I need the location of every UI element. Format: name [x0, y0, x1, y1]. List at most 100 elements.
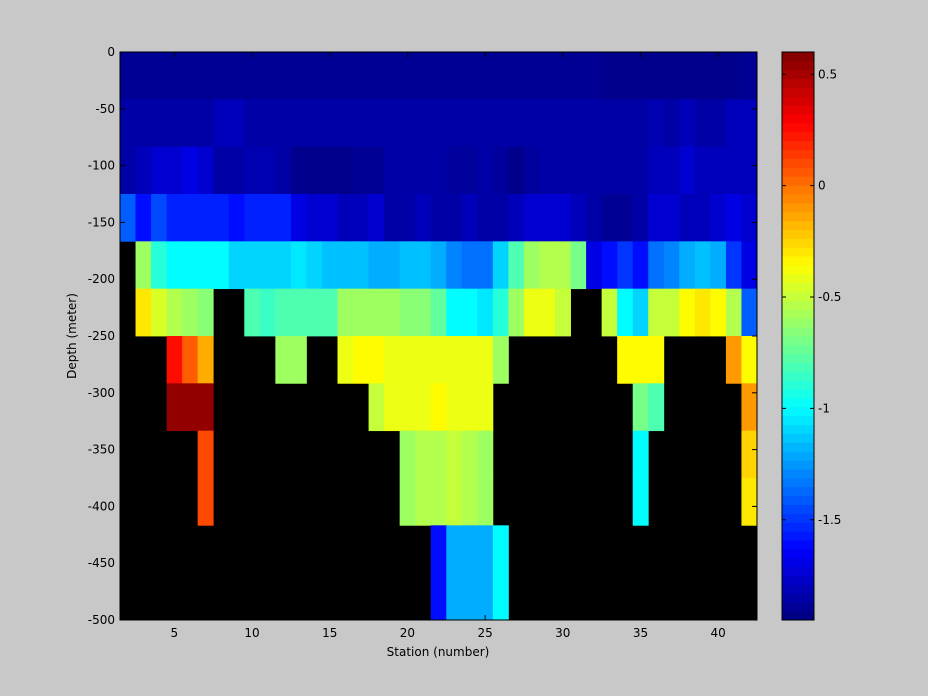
heatmap-cell [399, 241, 416, 290]
heatmap-cell [710, 146, 727, 195]
heatmap-cell [306, 52, 323, 100]
heatmap-cell [710, 194, 727, 242]
heatmap-cell [135, 288, 152, 337]
heatmap-cell [321, 146, 338, 195]
colorbar-band [782, 309, 814, 319]
heatmap-cell [461, 241, 478, 290]
heatmap-cell [601, 146, 618, 195]
heatmap-cell [430, 525, 447, 574]
heatmap-cell [384, 146, 401, 195]
heatmap-cell [663, 146, 680, 195]
colorbar-band [782, 584, 814, 594]
heatmap-cell [228, 52, 245, 100]
heatmap-cell [430, 52, 447, 100]
heatmap-cell [415, 99, 432, 148]
heatmap-cell [321, 288, 338, 337]
heatmap-cell [384, 241, 401, 290]
heatmap-cell [508, 146, 525, 195]
colorbar-band [782, 105, 814, 115]
heatmap-cell [306, 288, 323, 337]
heatmap-cell [446, 430, 463, 479]
heatmap-cell [477, 241, 494, 290]
heatmap-cell [399, 478, 416, 526]
heatmap-cell [492, 288, 509, 337]
heatmap-cell [182, 241, 199, 290]
colorbar-band [782, 318, 814, 328]
heatmap-cell [632, 241, 649, 290]
heatmap-cell [213, 99, 230, 148]
heatmap-cell [632, 430, 649, 479]
heatmap-cell [213, 52, 230, 100]
heatmap-cell [461, 572, 478, 621]
heatmap-cell [555, 146, 571, 195]
heatmap-cell [399, 288, 416, 337]
heatmap-cell [321, 99, 338, 148]
heatmap-cell [586, 146, 603, 195]
heatmap-cell [337, 241, 354, 290]
heatmap-cell [197, 478, 214, 526]
colorbar-tick-label: 0.5 [818, 67, 837, 81]
colorbar-band [782, 247, 814, 257]
heatmap-cell [663, 194, 680, 242]
heatmap-cell [492, 525, 509, 574]
heatmap-cell [741, 430, 758, 479]
heatmap-cell [508, 241, 525, 290]
x-tick-label: 10 [244, 626, 259, 640]
x-axis-label: Station (number) [387, 645, 490, 659]
colorbar-band [782, 185, 814, 195]
heatmap-cell [555, 52, 571, 100]
colorbar-band [782, 291, 814, 301]
heatmap-cell [679, 288, 696, 337]
heatmap-cell [197, 52, 214, 100]
heatmap-cell [197, 336, 214, 384]
colorbar-band [782, 69, 814, 80]
colorbar-band [782, 256, 814, 266]
colorbar-band [782, 398, 814, 408]
heatmap-cell [461, 336, 478, 384]
heatmap-cell [446, 336, 463, 384]
heatmap-cell [508, 52, 525, 100]
heatmap-cell [430, 241, 447, 290]
heatmap-cell [725, 99, 742, 148]
heatmap-cell [741, 288, 758, 337]
heatmap-cell [399, 99, 416, 148]
heatmap-cell [477, 288, 494, 337]
heatmap-cell [601, 99, 618, 148]
heatmap-cell [197, 146, 214, 195]
heatmap-cell [586, 52, 603, 100]
y-tick-label: -500 [88, 613, 115, 627]
heatmap-cell [508, 194, 525, 242]
heatmap-cell [663, 288, 680, 337]
heatmap-cell [461, 525, 478, 574]
heatmap-cell [617, 336, 634, 384]
y-axis-ticks: 0 -50 -100 -150 -200 -250 -300 -350 -400 -450 -500 [88, 45, 757, 627]
heatmap-cell [446, 525, 463, 574]
heatmap-cell [197, 383, 214, 432]
heatmap-cell [508, 99, 525, 148]
heatmap-cell [275, 288, 292, 337]
heatmap-cell [663, 52, 680, 100]
colorbar-band [782, 176, 814, 186]
heatmap-cell [710, 52, 727, 100]
heatmap-cell [446, 194, 463, 242]
heatmap-cell [617, 194, 634, 242]
heatmap-cell [492, 336, 509, 384]
heatmap-cell [461, 99, 478, 148]
heatmap-cell [353, 146, 369, 195]
heatmap-cell [415, 146, 432, 195]
heatmap-cell [430, 383, 447, 432]
heatmap-cell [120, 194, 136, 242]
heatmap-cell [570, 241, 587, 290]
heatmap-cell [368, 336, 385, 384]
heatmap-cell [694, 241, 711, 290]
heatmap-cell [337, 52, 354, 100]
heatmap-cell [151, 99, 168, 148]
heatmap-cell [368, 52, 385, 100]
x-tick-label: 15 [322, 626, 337, 640]
heatmap-cell [415, 383, 432, 432]
y-tick-label: -200 [88, 272, 115, 286]
heatmap-cell [725, 288, 742, 337]
colorbar-band [782, 327, 814, 337]
colorbar-band [782, 513, 814, 523]
